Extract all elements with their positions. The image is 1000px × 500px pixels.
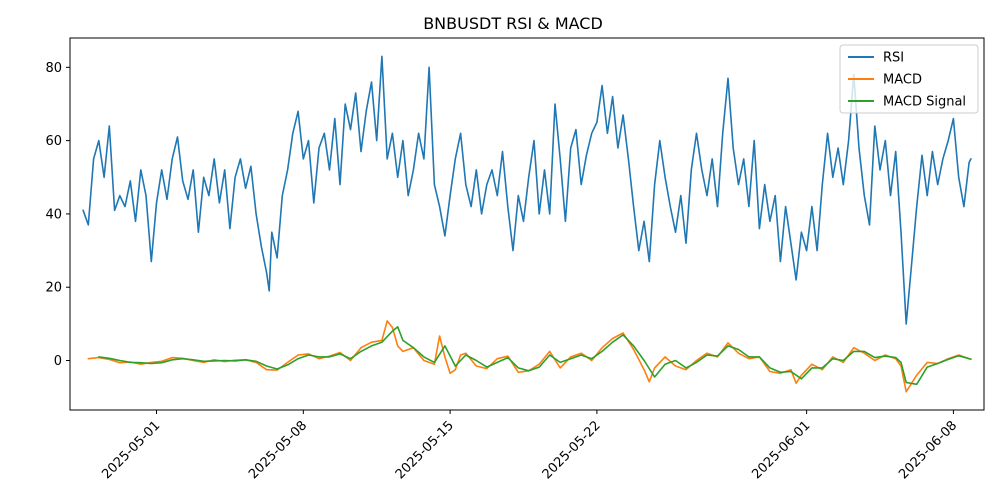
plot-area (69, 37, 985, 411)
chart-title: BNBUSDT RSI & MACD (423, 14, 603, 33)
x-tick-label: 2025-05-15 (393, 418, 457, 482)
y-axis: 0 20 40 60 80 (45, 61, 70, 369)
legend-label: RSI (883, 51, 904, 66)
x-tick-label: 2025-06-08 (896, 418, 960, 482)
legend-label: MACD (883, 73, 922, 88)
x-tick-label: 2025-05-08 (246, 418, 310, 482)
series-layer (82, 55, 972, 393)
y-tick-label: 60 (45, 134, 62, 149)
y-tick-label: 40 (45, 207, 62, 222)
y-tick-label: 0 (54, 354, 62, 369)
x-tick-label: 2025-05-22 (540, 418, 604, 482)
series-line-macd (87, 320, 972, 393)
legend: RSI MACD MACD Signal (839, 44, 979, 114)
x-tick-label: 2025-06-01 (749, 418, 813, 482)
y-tick-label: 80 (45, 61, 62, 76)
legend-label: MACD Signal (883, 95, 966, 110)
x-tick-label: 2025-05-01 (99, 418, 163, 482)
legend-box (839, 44, 979, 114)
series-line-rsi (82, 55, 972, 325)
series-line-macd-signal (98, 326, 972, 386)
x-axis: 2025-05-01 2025-05-08 2025-05-15 2025-05-22… (99, 410, 960, 482)
y-tick-label: 20 (45, 281, 62, 296)
